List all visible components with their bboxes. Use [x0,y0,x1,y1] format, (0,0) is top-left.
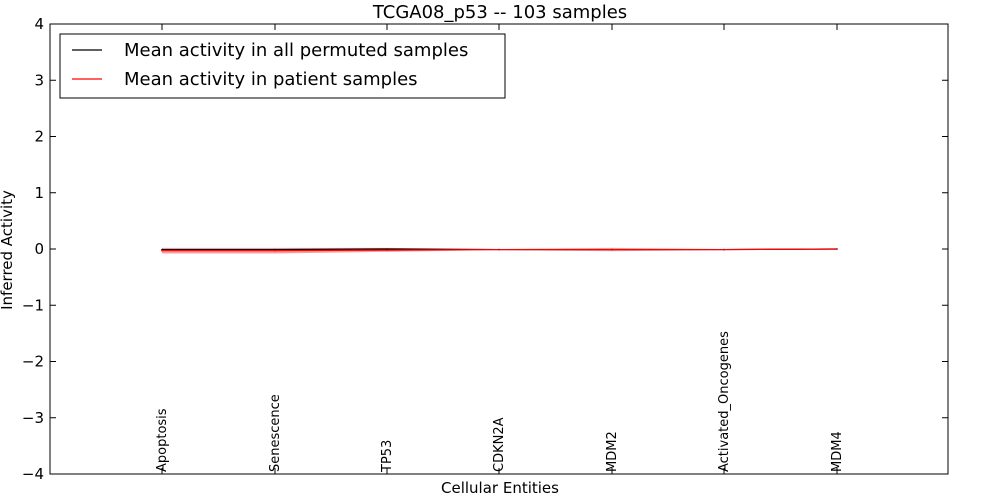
x-tick-label: Senescence [268,394,283,472]
y-tick-label: −2 [22,353,44,371]
patient-point [498,248,500,251]
x-tick-label: TP53 [380,440,395,473]
series-lines [161,248,838,252]
y-tick-label: 2 [34,128,44,146]
y-axis-ticks: 4 3 2 1 0 −1 −2 −3 −4 [22,15,948,483]
x-tick-label: MDM2 [605,431,620,472]
patient-point [161,249,163,252]
permuted-point [274,248,276,251]
y-tick-label: 0 [34,240,44,258]
y-tick-label: 1 [34,184,44,202]
y-tick-label: 4 [34,15,44,33]
x-axis-ticks: Apoptosis Senescence TP53 CDKN2A MDM2 Activat… [155,24,845,474]
y-tick-label: 3 [34,71,44,89]
permuted-point [386,248,388,250]
legend-label-permuted: Mean activity in all permuted samples [124,40,468,61]
y-tick-label: −4 [22,465,44,483]
x-tick-label: Apoptosis [155,408,170,472]
x-tick-label: MDM4 [830,431,845,472]
permuted-point [161,248,163,251]
patient-point [386,249,388,251]
x-tick-label: Activated_Oncogenes [717,331,732,472]
legend-box [59,33,506,99]
patient-point [274,249,276,252]
legend: Mean activity in all permuted samples Me… [59,33,506,99]
y-tick-label: −1 [22,296,44,314]
y-axis-label: Inferred Activity [0,190,16,310]
x-axis-label: Cellular Entities [441,479,559,497]
y-tick-label: −3 [22,409,44,427]
x-tick-label: CDKN2A [492,417,507,472]
patient-point [723,248,725,251]
patient-point [611,248,613,251]
chart-title: TCGA08_p53 -- 103 samples [372,2,627,23]
patient-point [836,248,838,250]
legend-label-patient: Mean activity in patient samples [124,69,418,90]
